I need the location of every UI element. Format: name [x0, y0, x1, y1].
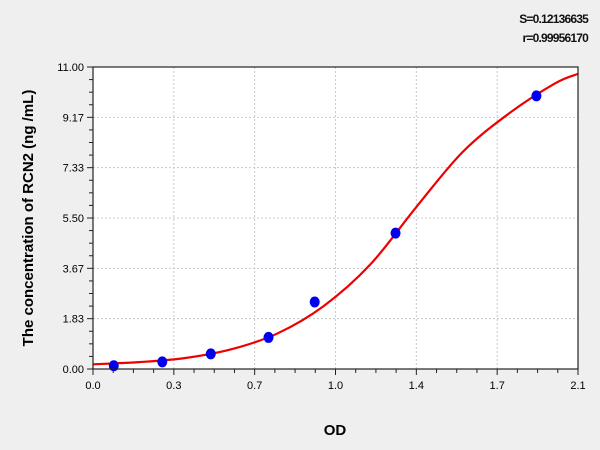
r-statistic: r=0.99956170 — [522, 31, 589, 45]
fit-curve — [92, 72, 579, 366]
x-tick-label: 1.4 — [409, 380, 424, 392]
x-tick-label: 0.0 — [85, 380, 100, 392]
x-tick-label: 0.3 — [166, 380, 181, 392]
y-tick-label: 3.67 — [63, 263, 84, 275]
data-point — [309, 296, 320, 308]
y-tick-label: 0.00 — [63, 364, 84, 376]
data-point — [263, 331, 274, 343]
y-tick-label: 7.33 — [63, 163, 84, 175]
s-statistic: S=0.12136635 — [519, 12, 589, 26]
y-tick-label: 1.83 — [63, 314, 84, 326]
x-tick-label: 2.1 — [570, 380, 585, 392]
data-point — [157, 356, 168, 368]
x-axis-label: OD — [324, 422, 347, 439]
y-tick-label: 11.00 — [57, 62, 84, 74]
data-point — [390, 227, 401, 239]
x-tick-label: 0.7 — [247, 380, 262, 392]
data-point — [205, 348, 216, 360]
data-point — [531, 90, 542, 102]
y-tick-label: 5.50 — [63, 213, 84, 225]
plot-border — [92, 66, 579, 370]
x-tick-label: 1.7 — [490, 380, 505, 392]
y-axis-label: The concentration of RCN2 (ng /mL) — [20, 90, 37, 347]
x-tick-label: 1.0 — [328, 380, 343, 392]
y-tick-label: 9.17 — [63, 112, 84, 124]
